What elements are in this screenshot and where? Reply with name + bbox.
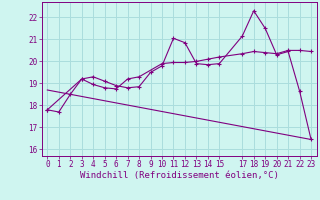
X-axis label: Windchill (Refroidissement éolien,°C): Windchill (Refroidissement éolien,°C) — [80, 171, 279, 180]
